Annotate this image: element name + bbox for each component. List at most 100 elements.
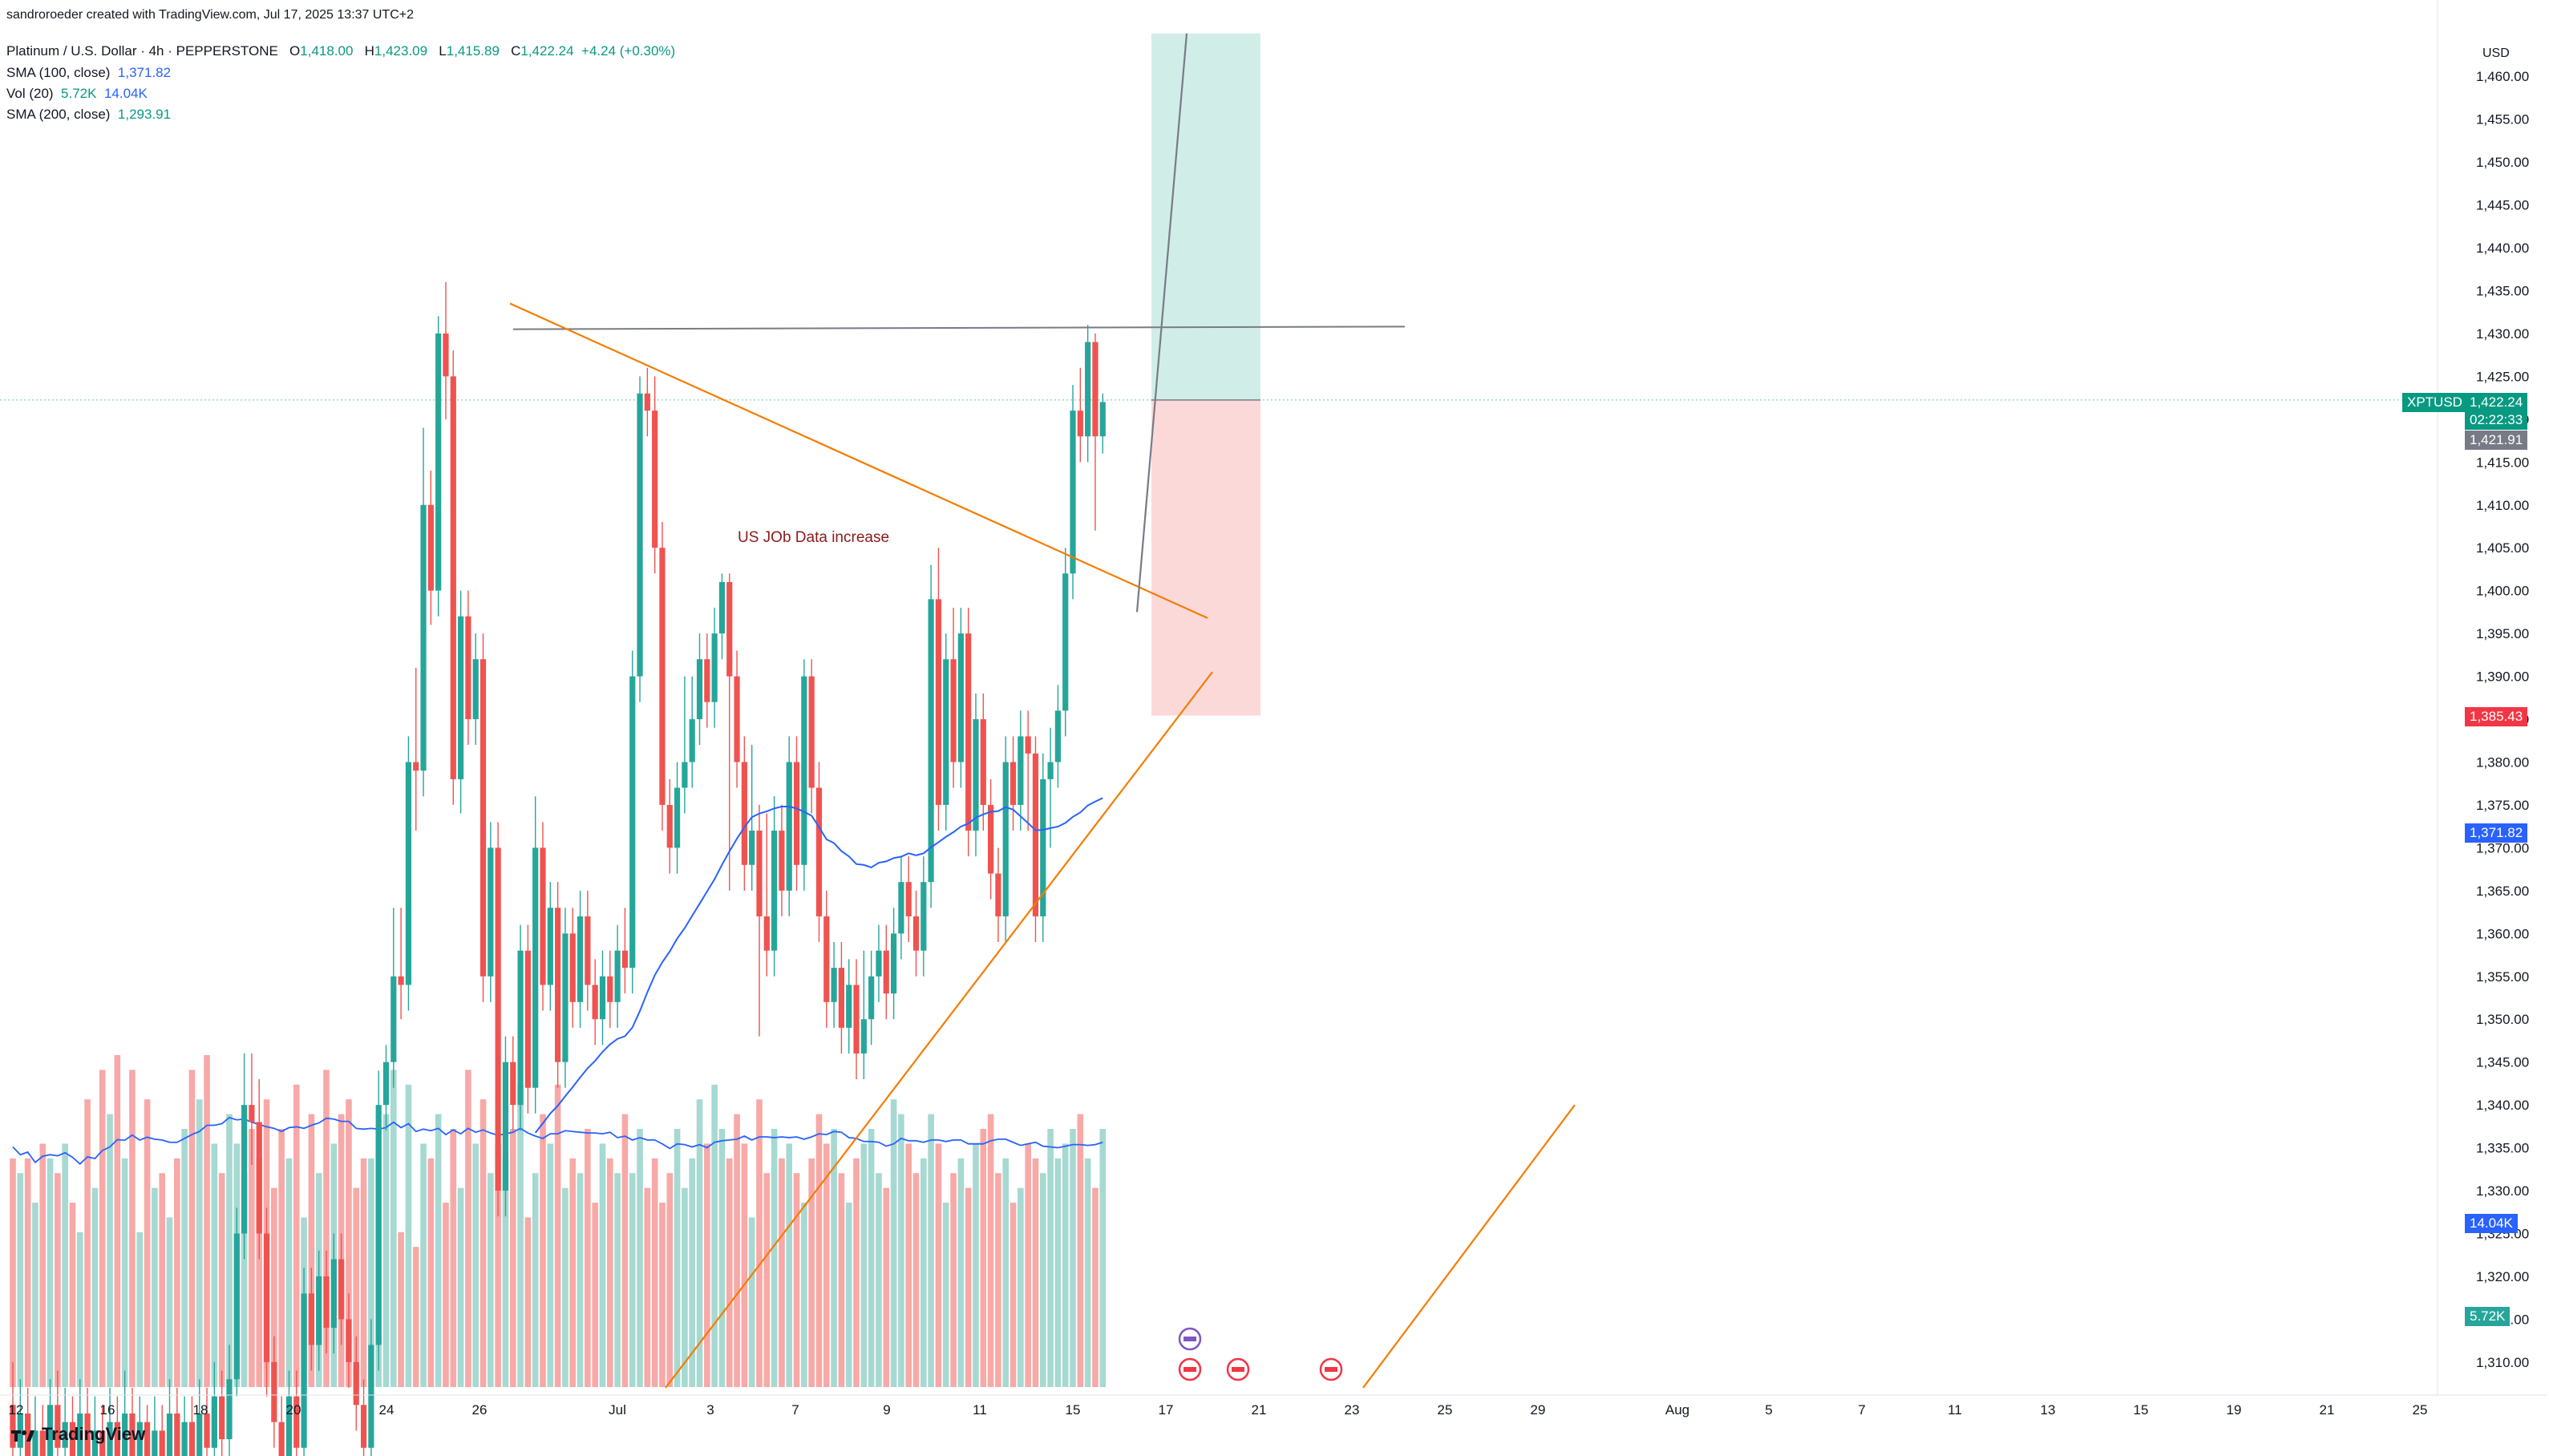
candle-body [1054,710,1061,762]
candle-body [479,659,487,977]
candle-body [211,1396,217,1448]
y-tick-label: 1,330.00 [2476,1183,2529,1199]
y-tick-label: 1,455.00 [2476,112,2529,127]
volume-bar [412,1247,419,1387]
candle-body [502,1062,509,1191]
event-icons[interactable] [1178,1327,1343,1381]
candle-body [853,985,860,1054]
volume-bar [457,1187,464,1387]
candle-body [39,1430,46,1456]
volume-bar [592,1203,598,1387]
candle-body [644,393,650,411]
drawing-lines [509,33,1576,1389]
candle-body [1062,573,1069,711]
volume-bar [786,1143,793,1387]
candle-body [652,411,658,548]
volume-bar [47,1158,54,1387]
x-tick-label: 24 [379,1402,394,1418]
volume-bar [84,1099,91,1387]
candle-body [592,985,598,1020]
y-tick-label: 1,445.00 [2476,198,2529,213]
volume-bar [532,1173,539,1387]
volume-bar [562,1187,568,1387]
candle-body [495,847,501,1191]
candle-body [353,1361,359,1405]
y-tick-label: 1,360.00 [2476,926,2529,941]
volume-bar [823,1143,830,1387]
candle-body [152,1430,158,1456]
candle-body [704,659,710,702]
volume-bar [748,1217,755,1387]
x-tick-label: 17 [1159,1402,1174,1418]
candle-body [144,1422,151,1456]
x-tick-label: 21 [1252,1402,1267,1418]
x-tick-label: 12 [9,1402,24,1418]
candle-body [607,976,613,1002]
candle-body [390,976,397,1062]
volume-legend[interactable]: Vol (20) 5.72K 14.04K [6,86,148,102]
volume-bar [196,1099,203,1387]
volume-ma-path [12,1116,1103,1166]
volume-bar [427,1158,435,1387]
volume-bar [890,1099,897,1387]
candle-body [129,1413,136,1456]
y-tick-label: 1,440.00 [2476,241,2529,256]
volume-bar [689,1158,696,1387]
candle-body [427,504,434,591]
volume-bar [779,1158,785,1387]
time-axis[interactable]: 12 16 18 20 24 26 Jul 3 7 9 11 15 17 21 23 25 29 Aug 5 7 11 1… [0,1394,2547,1418]
candle-body [1002,762,1009,916]
x-tick-label: 5 [1765,1402,1772,1418]
candle-body [718,581,726,634]
x-tick-label: 15 [1066,1402,1081,1418]
volume-bar [607,1158,613,1387]
volume-bar [718,1129,726,1387]
volume-bar [121,1158,128,1387]
volume-bar [696,1099,703,1387]
stop-loss-zone [1151,399,1260,716]
volume-bar [293,1084,300,1387]
candle-body [815,787,823,916]
candle-body [786,762,792,891]
volume-bar [838,1173,845,1387]
candle-body [488,847,494,977]
volume-bar [644,1187,651,1387]
volume-bar [973,1143,979,1387]
volume-bar [621,1114,629,1387]
volume-bar [763,1173,771,1387]
volume-bar [435,1114,442,1387]
volume-bar [711,1084,718,1387]
sma100-legend[interactable]: SMA (100, close) 1,371.82 [6,65,171,81]
volume-bar [726,1158,733,1387]
volume-bar [360,1158,367,1387]
x-tick-label: 15 [2134,1402,2149,1418]
volume-bar [853,1158,860,1387]
volume-bar [285,1158,293,1387]
ascending-trendline [665,671,1213,1389]
candle-body [47,1405,54,1456]
volume-bar [905,1143,912,1387]
volume-bars [10,1055,1107,1387]
event-stripe [1325,1367,1337,1372]
candle-body [585,916,591,985]
sma200-legend[interactable]: SMA (200, close) 1,293.91 [6,107,171,123]
candle-body [562,933,568,1062]
annotation-label[interactable]: US JOb Data increase [738,529,889,546]
price-axis[interactable]: 1,310.001,315.001,320.001,325.001,330.00… [2437,0,2529,1395]
tradingview-footer[interactable]: TradingView [11,1424,145,1445]
volume-bar [569,1158,577,1387]
candle-body [846,985,852,1028]
candle-body [159,1430,165,1456]
candle-body [1077,411,1083,437]
candle-body [263,1233,270,1362]
volume-label: Vol (20) [6,86,54,101]
candle-body [920,882,927,951]
volume-bar [898,1114,904,1387]
candle-body [241,1105,248,1234]
descending-trendline [509,302,1208,619]
candle-body [55,1405,61,1448]
symbol-line[interactable]: Platinum / U.S. Dollar · 4h · PEPPERSTON… [6,43,278,59]
y-tick-label: 1,335.00 [2476,1141,2529,1156]
secondary-price-badge: 1,421.91 [2465,431,2528,450]
